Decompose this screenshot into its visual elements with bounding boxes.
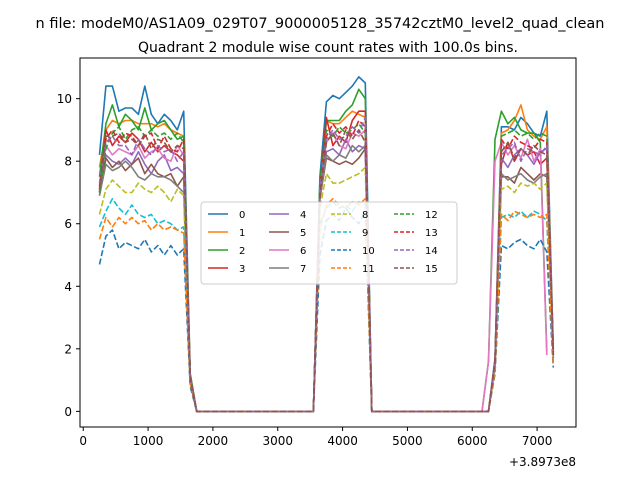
legend-label-13: 13 xyxy=(425,228,438,239)
legend-label-1: 1 xyxy=(239,228,245,239)
y-tick-label: 6 xyxy=(64,217,72,231)
y-tick-label: 10 xyxy=(57,92,72,106)
x-tick-label: 2000 xyxy=(198,434,229,448)
x-tick-label: 5000 xyxy=(392,434,423,448)
legend-frame xyxy=(200,201,458,285)
legend-label-8: 8 xyxy=(362,210,368,221)
plot-frame xyxy=(79,57,577,428)
x-axis: 0 1000 2000 3000 4000 5000 6000 7000 xyxy=(79,427,552,448)
legend-label-0: 0 xyxy=(239,210,245,221)
y-tick-label: 8 xyxy=(64,155,72,169)
y-tick-label: 4 xyxy=(64,280,72,294)
x-tick-label: 0 xyxy=(79,434,87,448)
legend-label-5: 5 xyxy=(300,228,306,239)
series-line-9 xyxy=(98,197,555,413)
legend-label-7: 7 xyxy=(300,264,306,275)
legend-label-14: 14 xyxy=(425,246,438,257)
legend-label-15: 15 xyxy=(425,264,438,275)
legend-label-2: 2 xyxy=(239,246,245,257)
legend-label-6: 6 xyxy=(300,246,306,257)
x-tick-label: 3000 xyxy=(262,434,293,448)
figure-suptitle: n file: modeM0/AS1A09_029T07_9000005128_… xyxy=(36,16,605,32)
x-tick-label: 1000 xyxy=(133,434,164,448)
series-line-13 xyxy=(98,119,555,413)
chart-title: Quadrant 2 module wise count rates with … xyxy=(138,40,518,56)
y-tick-label: 0 xyxy=(64,405,72,419)
legend-label-4: 4 xyxy=(300,210,306,221)
legend-label-9: 9 xyxy=(362,228,368,239)
y-axis: 0 2 4 6 8 10 xyxy=(57,92,80,419)
x-tick-label: 6000 xyxy=(457,434,488,448)
legend-label-12: 12 xyxy=(425,210,438,221)
series-line-15 xyxy=(98,129,555,413)
legend-label-3: 3 xyxy=(239,264,245,275)
series-layer xyxy=(98,76,555,413)
legend-label-11: 11 xyxy=(362,264,375,275)
legend-label-10: 10 xyxy=(362,246,375,257)
y-tick-label: 2 xyxy=(64,342,72,356)
x-tick-label: 7000 xyxy=(522,434,553,448)
series-line-8 xyxy=(98,166,555,413)
x-tick-label: 4000 xyxy=(327,434,358,448)
x-offset-label: +3.8973e8 xyxy=(509,455,576,469)
